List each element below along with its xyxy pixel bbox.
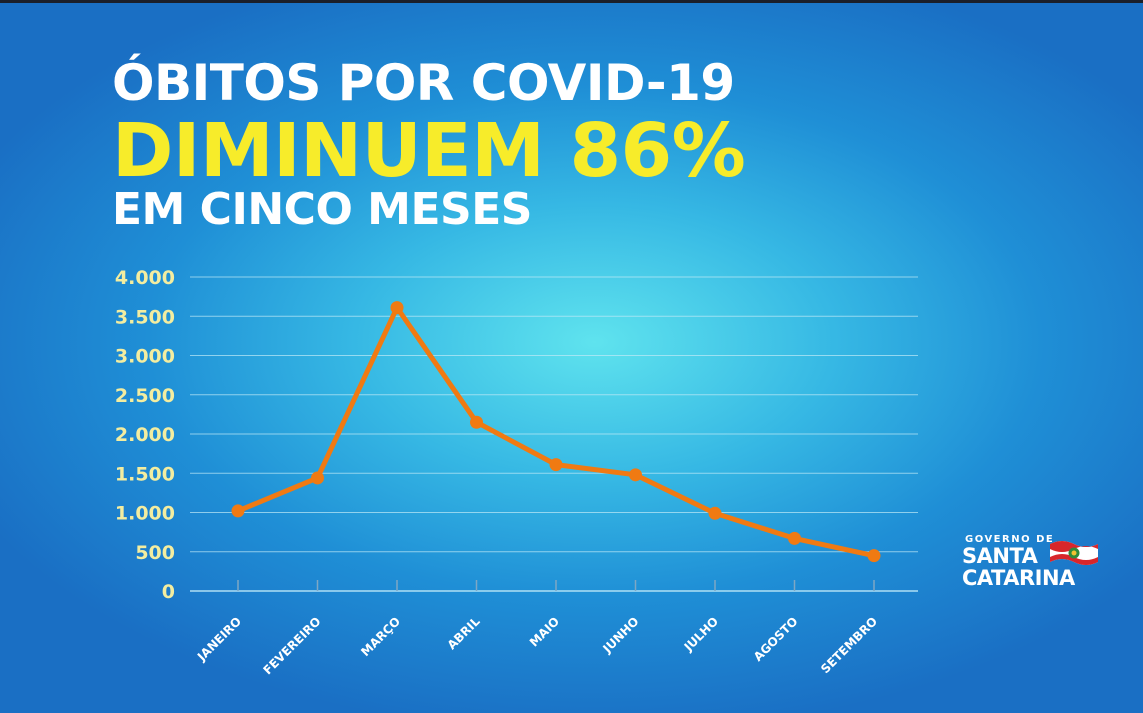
chart-series bbox=[231, 301, 881, 563]
logo-text-small: GOVERNO DE bbox=[965, 534, 1055, 545]
logo-text-line-1: SANTA bbox=[962, 544, 1038, 568]
y-tick-label: 1.500 bbox=[115, 463, 175, 485]
x-tick-label: MAIO bbox=[527, 614, 562, 649]
x-tick-label: JUNHO bbox=[600, 614, 642, 656]
data-point bbox=[470, 415, 483, 429]
headline-line-3: EM CINCO MESES bbox=[112, 184, 532, 235]
top-border bbox=[0, 0, 1143, 3]
data-point bbox=[708, 506, 722, 520]
y-tick-label: 3.500 bbox=[115, 306, 175, 328]
data-point bbox=[231, 504, 245, 518]
x-tick-label: AGOSTO bbox=[751, 614, 801, 664]
x-tick-label: MARÇO bbox=[358, 614, 403, 659]
chart-grid bbox=[190, 276, 918, 592]
data-point bbox=[867, 549, 881, 563]
x-tick-label: JULHO bbox=[681, 614, 721, 654]
y-tick-label: 0 bbox=[162, 581, 175, 603]
data-point bbox=[629, 468, 642, 482]
logo-text-line-2: CATARINA bbox=[962, 566, 1075, 590]
x-tick-label: ABRIL bbox=[445, 614, 483, 652]
y-tick-label: 500 bbox=[135, 542, 175, 564]
data-point bbox=[311, 471, 324, 485]
santa-catarina-logo: GOVERNO DE SANTA CATARINA bbox=[962, 534, 1112, 594]
y-tick-label: 2.000 bbox=[115, 424, 175, 446]
y-axis-ticks: 0 500 1.000 1.500 2.000 2.500 3.000 3.500 4.000 bbox=[115, 267, 175, 603]
data-point bbox=[549, 458, 563, 472]
headline-line-2: DIMINUEM 86% bbox=[112, 108, 746, 194]
y-tick-label: 4.000 bbox=[115, 267, 175, 289]
data-point bbox=[788, 531, 801, 545]
y-tick-label: 3.000 bbox=[115, 346, 175, 368]
x-tick-label: SETEMBRO bbox=[818, 614, 880, 676]
y-tick-label: 1.000 bbox=[115, 503, 175, 525]
series-line bbox=[235, 305, 877, 559]
x-tick-label: JANEIRO bbox=[194, 614, 244, 664]
y-tick-label: 2.500 bbox=[115, 385, 175, 407]
data-point bbox=[390, 301, 404, 315]
x-tick-label: FEVEREIRO bbox=[261, 614, 324, 677]
headline-line-1: ÓBITOS POR COVID-19 bbox=[112, 54, 735, 112]
flag-icon bbox=[1050, 541, 1098, 565]
x-axis-ticks: JANEIRO FEVEREIRO MARÇO ABRIL MAIO JUNHO JULHO… bbox=[194, 580, 880, 677]
